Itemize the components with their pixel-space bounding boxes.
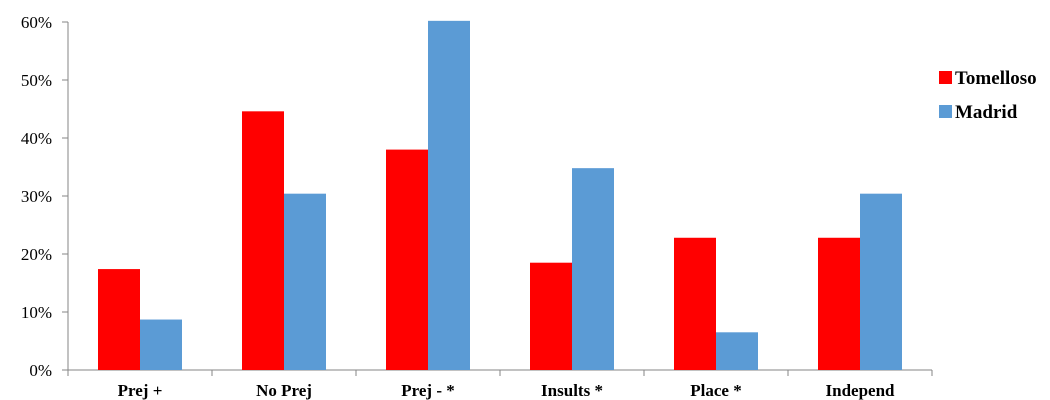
legend-swatch-tomelloso [939, 71, 952, 84]
legend-swatch-madrid [939, 105, 952, 118]
bar-tomelloso-2 [242, 111, 284, 370]
y-tick-label: 40% [21, 129, 52, 148]
legend: Tomelloso Madrid [939, 68, 1037, 123]
bar-tomelloso-3 [386, 149, 428, 370]
bar-madrid-6 [860, 193, 902, 370]
y-tick-label: 20% [21, 245, 52, 264]
bar-madrid-4 [572, 168, 614, 370]
x-tick-label: No Prej [256, 381, 312, 400]
bar-madrid-2 [284, 193, 326, 370]
bar-tomelloso-5 [674, 237, 716, 370]
bar-tomelloso-6 [818, 237, 860, 370]
x-tick-label: Independ [826, 381, 896, 400]
x-tick-label: Insults * [541, 381, 603, 400]
y-tick-label: 60% [21, 13, 52, 32]
bar-madrid-1 [140, 319, 182, 370]
bar-madrid-5 [716, 332, 758, 370]
bar-tomelloso-1 [98, 269, 140, 370]
x-tick-label: Place * [690, 381, 741, 400]
legend-label-tomelloso: Tomelloso [955, 68, 1037, 89]
x-axis: Prej + No Prej Prej - * Insults * Place * Ind… [67, 369, 933, 400]
bars [98, 20, 902, 371]
y-axis: 0% 10% 20% 30% 40% 50% 60% [21, 13, 69, 380]
x-tick-label: Prej + [118, 381, 163, 400]
y-tick-label: 0% [29, 361, 52, 380]
legend-label-madrid: Madrid [955, 102, 1018, 123]
x-tick-label: Prej - * [401, 381, 455, 400]
bar-tomelloso-4 [530, 262, 572, 370]
y-tick-label: 50% [21, 71, 52, 90]
bar-madrid-3 [428, 20, 470, 371]
y-tick-label: 10% [21, 303, 52, 322]
y-tick-label: 30% [21, 187, 52, 206]
